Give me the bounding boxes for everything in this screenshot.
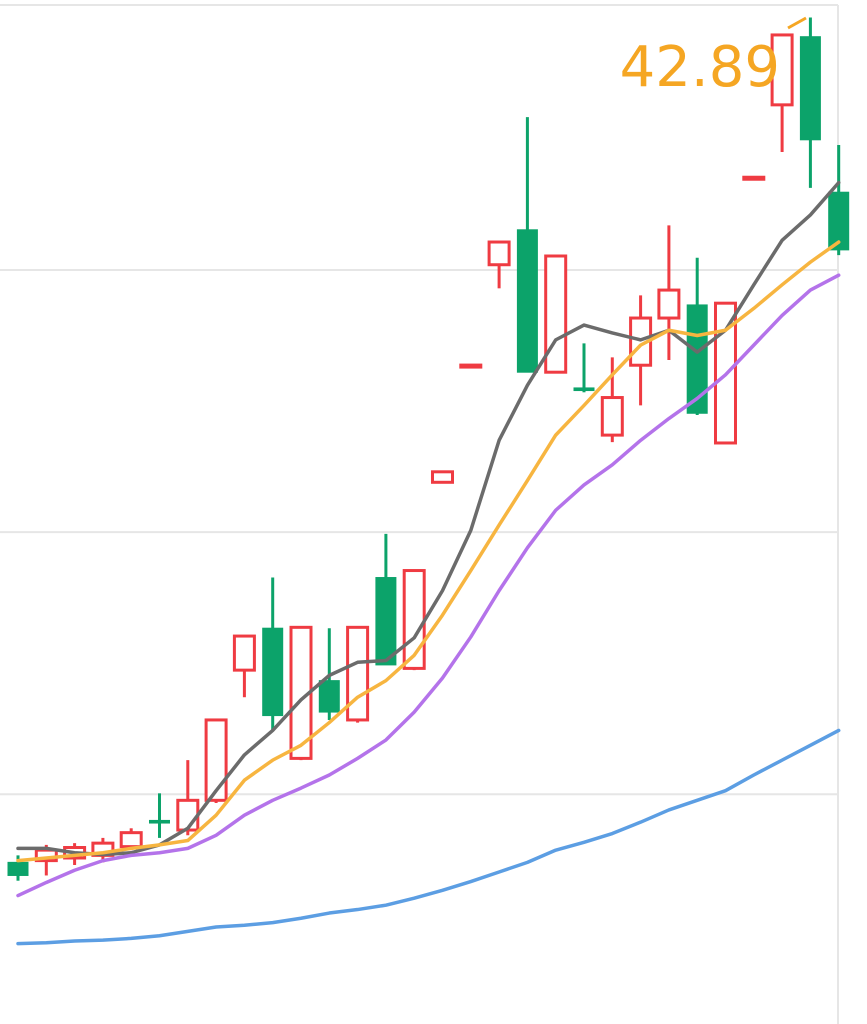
candle-body <box>657 288 681 320</box>
candle-body <box>600 396 624 437</box>
candle-body <box>431 470 454 484</box>
candle-body <box>7 861 29 876</box>
moving-average-line <box>16 180 841 857</box>
moving-average-line <box>16 273 841 898</box>
candle-body <box>346 625 370 722</box>
candle-body <box>573 387 595 392</box>
candle-body <box>262 627 284 717</box>
candle-body <box>828 191 850 251</box>
candle-body <box>459 363 483 369</box>
candle-body <box>119 831 143 849</box>
candle-body <box>318 680 340 713</box>
candle-body <box>232 634 256 672</box>
candle-body <box>799 36 821 141</box>
moving-average-line <box>16 240 841 863</box>
max-value-label: 42.89 <box>620 35 780 100</box>
candle-body <box>686 304 708 414</box>
candle-body <box>204 718 228 802</box>
candle-body <box>516 229 538 373</box>
moving-average-line <box>16 728 841 946</box>
candle-body <box>149 819 170 824</box>
candle-body <box>544 254 568 374</box>
candle-body <box>487 240 511 267</box>
candle-body <box>770 33 794 107</box>
candle-body <box>375 577 397 666</box>
candle-body <box>742 175 766 181</box>
annotation-pointer <box>787 16 807 30</box>
